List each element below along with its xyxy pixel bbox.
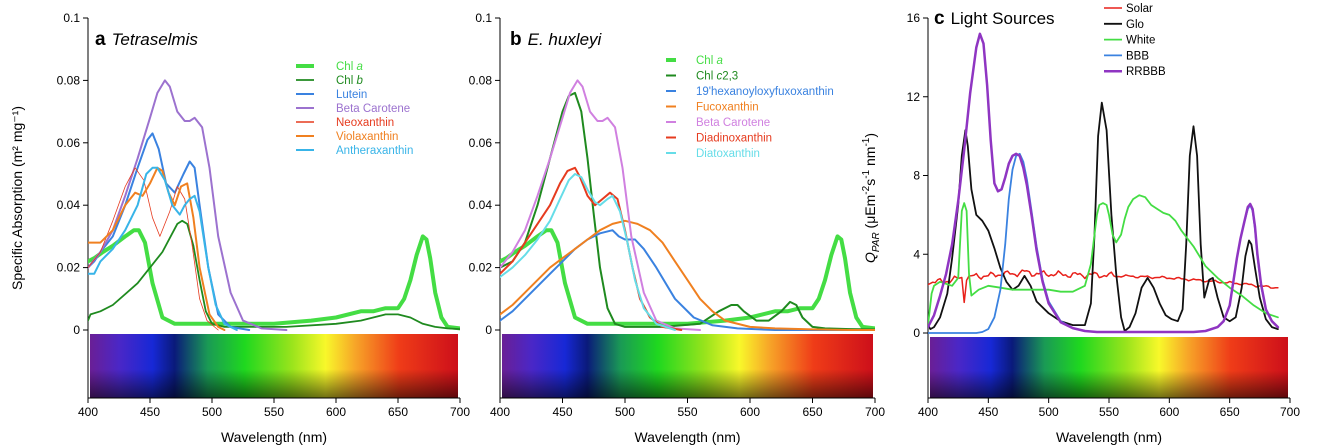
legend: Chl a Chl b Lutein Beta Carotene Neoxanthin V… <box>296 61 413 157</box>
series-line-6 <box>88 166 238 331</box>
series-line-4 <box>928 32 1280 334</box>
spectrum-bar-shade <box>502 334 873 398</box>
series-line-6 <box>500 173 676 331</box>
series-group <box>500 79 875 331</box>
legend-label: 19'hexanoyloxyfuxoxanthin <box>696 86 834 98</box>
legend: Chl a Chl c2,3 19'hexanoyloxyfuxoxanthin Fu… <box>666 55 834 160</box>
x-axis-title: Wavelength (nm) <box>634 429 740 445</box>
legend-label: Antheraxanthin <box>336 145 413 157</box>
legend-label: Beta Carotene <box>336 103 410 115</box>
y-axis-title: QPAR (μEm-2s-1 nm-1) <box>861 133 882 263</box>
series-line-0 <box>928 269 1279 304</box>
legend-label: Chl b <box>336 75 363 87</box>
y-tick-label: 0.1 <box>63 11 80 25</box>
y-tick-label: 0.08 <box>57 73 81 87</box>
x-tick-label: 400 <box>918 405 938 419</box>
x-tick-label: 550 <box>677 405 697 419</box>
legend-label: Diatoxanthin <box>696 148 760 160</box>
x-tick-label: 700 <box>865 405 885 419</box>
legend-label: Solar <box>1126 3 1153 15</box>
series-line-3 <box>500 219 875 331</box>
series-group <box>928 32 1280 334</box>
legend-label: Fucoxanthin <box>696 102 759 114</box>
panel-c: 0 4 8 12 16 400 450 500 550 600 650 700 Wavelength (… <box>861 3 1300 445</box>
legend-label: Diadinoxanthin <box>696 133 772 145</box>
series-line-1 <box>88 219 460 330</box>
x-tick-label: 700 <box>1280 405 1300 419</box>
x-tick-label: 600 <box>740 405 760 419</box>
y-tick-label: 12 <box>907 90 921 104</box>
x-tick-label: 550 <box>1099 405 1119 419</box>
x-tick-label: 600 <box>1159 405 1179 419</box>
panel-title: b E. huxleyi <box>510 29 603 50</box>
x-tick-label: 650 <box>388 405 408 419</box>
spectrum-bar-shade <box>930 337 1288 398</box>
y-tick-label: 0.04 <box>57 198 81 212</box>
x-tick-label: 600 <box>326 405 346 419</box>
y-tick-label: 0.06 <box>57 136 81 150</box>
y-tick-label: 0 <box>485 323 492 337</box>
y-tick-label: 16 <box>907 11 921 25</box>
series-line-2 <box>928 194 1279 326</box>
series-line-4 <box>88 167 219 331</box>
series-line-4 <box>500 79 701 331</box>
series-line-5 <box>88 166 226 331</box>
legend-label: Violaxanthin <box>336 131 398 143</box>
y-tick-label: 0 <box>913 326 920 340</box>
x-tick-label: 400 <box>490 405 510 419</box>
series-line-3 <box>928 152 1279 334</box>
legend-label: Lutein <box>336 89 367 101</box>
legend-label: Neoxanthin <box>336 117 394 129</box>
series-line-2 <box>500 229 875 331</box>
legend-label: Chl c2,3 <box>696 71 738 83</box>
x-tick-label: 650 <box>802 405 822 419</box>
x-tick-label: 500 <box>615 405 635 419</box>
legend-label: Glo <box>1126 19 1144 31</box>
y-tick-label: 0 <box>73 323 80 337</box>
panel-a: 0 0.02 0.04 0.06 0.08 0.1 400 450 500 550 600 650 70… <box>9 11 470 445</box>
x-tick-label: 500 <box>202 405 222 419</box>
panel-title: a Tetraselmis <box>95 29 198 50</box>
y-tick-label: 0.02 <box>469 261 493 275</box>
x-axis-title: Wavelength (nm) <box>221 429 327 445</box>
x-tick-label: 400 <box>78 405 98 419</box>
x-tick-label: 450 <box>552 405 572 419</box>
legend-label: Chl a <box>696 55 723 67</box>
y-tick-label: 8 <box>913 169 920 183</box>
spectrum-bar-shade <box>90 334 458 398</box>
series-line-3 <box>88 79 288 331</box>
x-tick-label: 450 <box>978 405 998 419</box>
legend-label: RRBBB <box>1126 66 1166 78</box>
legend-label: White <box>1126 35 1155 47</box>
y-tick-label: 0.06 <box>469 136 493 150</box>
x-tick-label: 650 <box>1220 405 1240 419</box>
x-tick-label: 550 <box>264 405 284 419</box>
x-tick-label: 450 <box>140 405 160 419</box>
series-line-0 <box>88 228 460 331</box>
x-tick-label: 500 <box>1039 405 1059 419</box>
y-tick-label: 0.02 <box>57 261 81 275</box>
y-tick-label: 0.04 <box>469 198 493 212</box>
y-axis-title: Specific Absorption (m² mg⁻¹) <box>9 106 25 290</box>
legend: Solar Glo White BBB RRBBB <box>1104 3 1166 78</box>
y-tick-label: 0.08 <box>469 73 493 87</box>
series-group <box>88 79 460 331</box>
legend-label: Beta Carotene <box>696 117 770 129</box>
legend-label: BBB <box>1126 50 1149 62</box>
x-axis-title: Wavelength (nm) <box>1056 429 1162 445</box>
series-line-1 <box>928 101 1279 332</box>
y-tick-label: 4 <box>913 247 920 261</box>
legend-label: Chl a <box>336 61 363 73</box>
x-tick-label: 700 <box>450 405 470 419</box>
panel-b: 0 0.02 0.04 0.06 0.08 0.1 400 450 500 550 600 650 70… <box>469 11 886 445</box>
series-line-1 <box>500 91 875 331</box>
y-tick-label: 0.1 <box>475 11 492 25</box>
panel-title: c Light Sources <box>934 8 1055 29</box>
